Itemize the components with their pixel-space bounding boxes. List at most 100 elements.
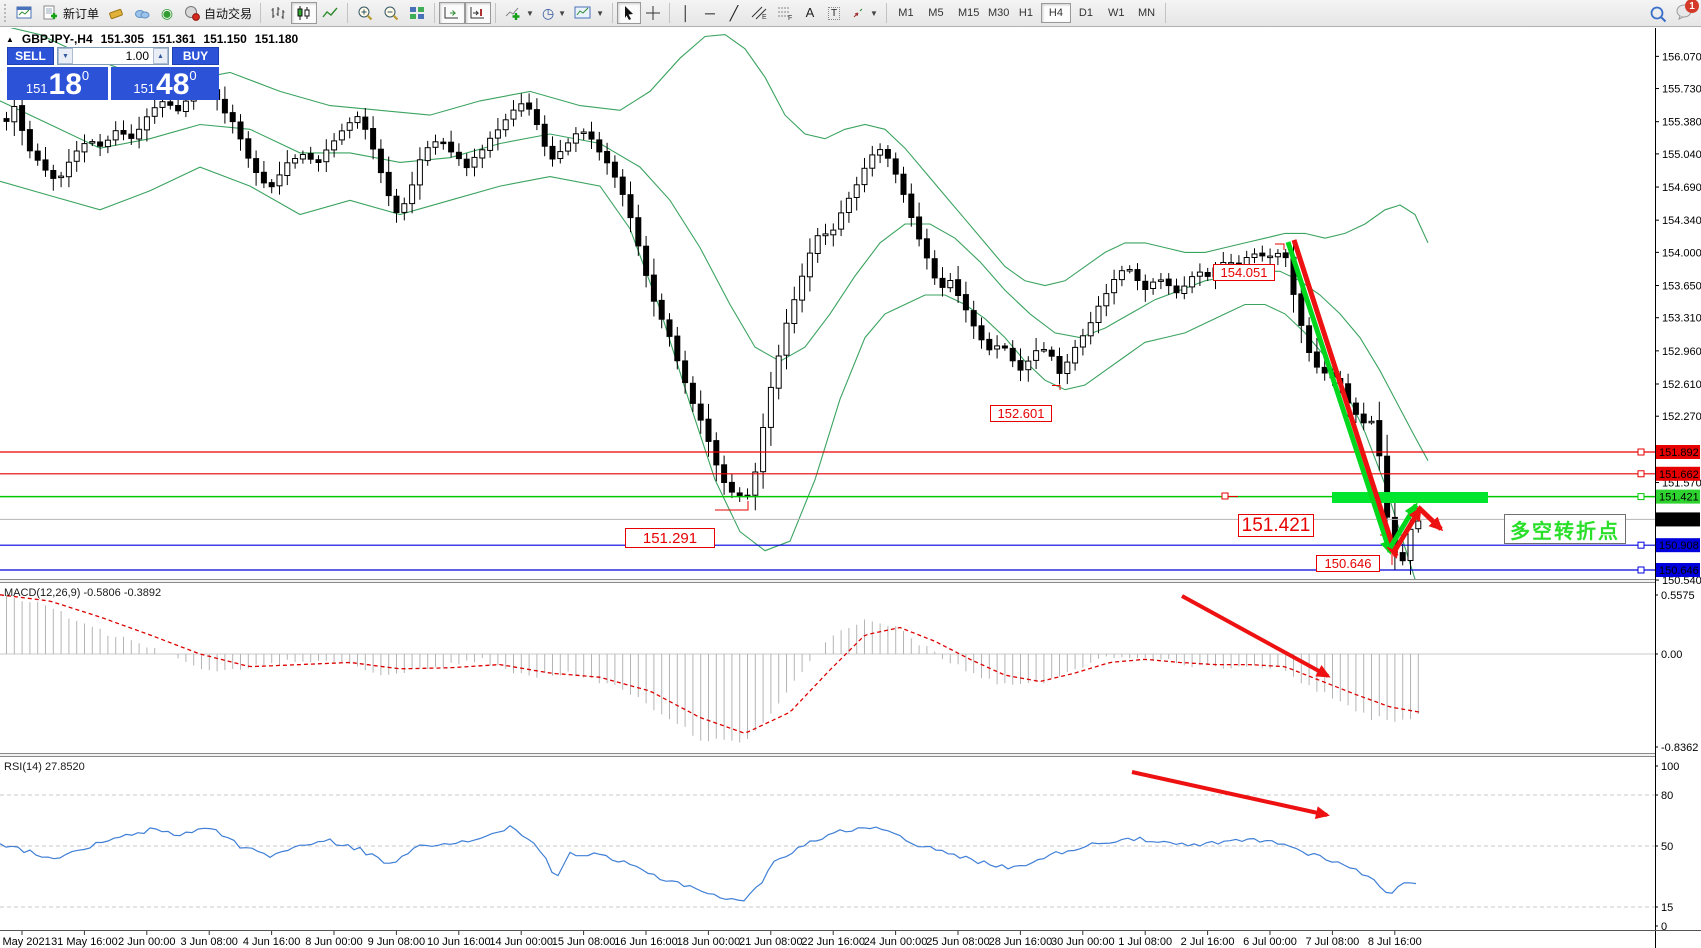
trend-arrow[interactable]	[1285, 241, 1393, 555]
equidistant-channel-button[interactable]: E	[746, 2, 772, 24]
new-chart-button[interactable]	[12, 2, 38, 24]
hline-handle[interactable]	[1637, 566, 1645, 574]
timeframe-w1-button[interactable]: W1	[1101, 3, 1131, 23]
ohlc-low: 151.150	[203, 32, 247, 46]
hline-handle[interactable]	[1637, 448, 1645, 456]
sell-button[interactable]: SELL	[7, 47, 54, 65]
zoom-out-button[interactable]	[378, 2, 404, 24]
text-label-button[interactable]: T	[822, 2, 846, 24]
svg-text:0: 0	[1661, 921, 1667, 933]
buy-button[interactable]: BUY	[172, 47, 219, 65]
svg-text:153.310: 153.310	[1662, 313, 1701, 325]
svg-text:152.610: 152.610	[1662, 379, 1701, 391]
chevron-down-icon: ▼	[596, 8, 605, 18]
collapse-panel-icon[interactable]: ▲	[6, 34, 14, 44]
macd-signal-line	[0, 594, 1421, 734]
trend-arrow[interactable]	[1391, 506, 1423, 554]
zoom-in-button[interactable]	[352, 2, 378, 24]
timeframe-h1-button[interactable]: H1	[1011, 3, 1041, 23]
chart-shift-button[interactable]	[465, 2, 492, 24]
candlestick-chart-button[interactable]	[291, 2, 318, 24]
buy-price-sup: 0	[189, 68, 197, 83]
svg-text:151.180: 151.180	[1659, 514, 1699, 526]
sell-price[interactable]: 151 18 0	[7, 67, 108, 100]
auto-scroll-button[interactable]	[439, 2, 466, 24]
trend-arrow[interactable]	[1416, 505, 1444, 532]
timeframe-m15-button[interactable]: M15	[951, 3, 981, 23]
text-button[interactable]: A	[798, 2, 822, 24]
periods-button[interactable]: ◷ ▼	[538, 2, 570, 24]
price-tag-151.421[interactable]: 151.421	[1238, 514, 1314, 537]
svg-text:E: E	[762, 14, 767, 21]
cursor-button[interactable]	[617, 2, 642, 24]
cloud-button[interactable]	[129, 2, 155, 24]
price-tag-151.291[interactable]: 151.291	[625, 528, 715, 548]
toolbar-separator	[260, 3, 262, 23]
price-tag-150.646[interactable]: 150.646	[1316, 555, 1380, 572]
new-order-button[interactable]: 新订单	[38, 2, 103, 24]
signal-button[interactable]: ◉	[155, 2, 179, 24]
vertical-line-button[interactable]: │	[674, 2, 698, 24]
templates-icon	[574, 6, 591, 19]
price-axis[interactable]: 156.070 155.730 155.380 155.040 154.690 154.3…	[1655, 28, 1701, 948]
macd-panel[interactable]	[0, 583, 1656, 753]
hline-handle[interactable]	[1637, 541, 1645, 549]
arrows-tool-button[interactable]: ▼	[846, 2, 882, 24]
svg-text:150.646: 150.646	[1659, 565, 1699, 577]
line-chart-button[interactable]	[317, 2, 343, 24]
crosshair-button[interactable]	[641, 2, 665, 24]
tag-callout	[1275, 243, 1285, 250]
svg-text:151.662: 151.662	[1659, 469, 1699, 481]
timeframe-m1-button[interactable]: M1	[891, 3, 921, 23]
time-label: 16 Jun 16:00	[614, 936, 678, 948]
new-chart-icon	[16, 6, 32, 19]
sell-price-sup: 0	[81, 68, 90, 83]
tag-callout	[1052, 385, 1061, 390]
search-icon[interactable]	[1649, 5, 1667, 23]
panel-separator[interactable]	[0, 753, 1655, 757]
timeframe-group: M1 M5 M15 M30 H1 H4 D1 W1 MN	[891, 3, 1161, 23]
volume-input[interactable]	[73, 48, 153, 64]
svg-text:156.070: 156.070	[1662, 51, 1701, 63]
horizontal-line-button[interactable]: ─	[698, 2, 722, 24]
time-label: 2 Jul 16:00	[1181, 936, 1235, 948]
bar-chart-icon	[271, 7, 285, 19]
rsi-panel[interactable]	[0, 757, 1656, 931]
arrows-tool-icon	[853, 8, 863, 18]
buy-price[interactable]: 151 48 0	[111, 67, 219, 100]
eraser-button[interactable]	[103, 2, 129, 24]
hline-handle[interactable]	[1637, 470, 1645, 478]
timeframe-h4-button[interactable]: H4	[1040, 3, 1071, 23]
support-zone-bar[interactable]	[1332, 492, 1488, 503]
volume-up-button[interactable]: ▲	[153, 48, 168, 64]
tile-windows-button[interactable]	[404, 2, 430, 24]
chat-button[interactable]: 1	[1675, 0, 1699, 25]
timeframe-mn-button[interactable]: MN	[1131, 3, 1161, 23]
buy-price-prefix: 151	[133, 81, 156, 96]
tile-windows-icon	[410, 7, 425, 19]
trend-arrow[interactable]	[1131, 770, 1330, 819]
svg-text:154.340: 154.340	[1662, 215, 1701, 227]
price-tag-154.051[interactable]: 154.051	[1213, 264, 1275, 281]
trendline-button[interactable]: ╱	[722, 2, 746, 24]
volume-down-button[interactable]: ▼	[58, 48, 73, 64]
timeframe-m30-button[interactable]: M30	[981, 3, 1011, 23]
templates-button[interactable]: ▼	[570, 2, 608, 24]
auto-trading-button[interactable]: 自动交易	[179, 2, 256, 24]
note-annotation[interactable]: 多空转折点	[1504, 514, 1626, 544]
timeframe-m5-button[interactable]: M5	[921, 3, 951, 23]
panel-separator[interactable]	[0, 579, 1655, 583]
trend-arrow[interactable]	[1181, 594, 1331, 678]
add-indicator-button[interactable]: ▼	[500, 2, 538, 24]
trend-arrow[interactable]	[1291, 239, 1399, 559]
add-indicator-icon	[505, 7, 520, 20]
hline-handle[interactable]	[1637, 493, 1645, 501]
candles	[3, 77, 1422, 575]
timeframe-d1-button[interactable]: D1	[1071, 3, 1101, 23]
bar-chart-button[interactable]	[265, 2, 291, 24]
price-tag-152.601[interactable]: 152.601	[990, 405, 1052, 422]
main-chart[interactable]	[0, 28, 1656, 579]
fibonacci-button[interactable]: F	[772, 2, 798, 24]
